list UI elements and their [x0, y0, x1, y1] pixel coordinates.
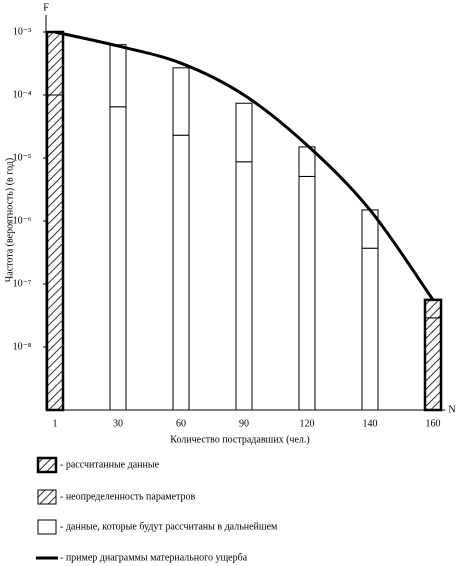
legend: - рассчитанные данные - неопределенность…: [36, 456, 278, 563]
x-tick-label: 160: [426, 418, 441, 429]
bar-upper: [109, 44, 127, 108]
x-tick-label: 120: [300, 418, 315, 429]
legend-symbol: [37, 489, 57, 505]
x-tick-label: 90: [239, 418, 249, 429]
x-tick-label: 1: [53, 418, 58, 429]
legend-label: - рассчитанные данные: [60, 459, 160, 470]
bar-lower: [298, 175, 316, 411]
x-axis-title: Количество пострадавших (чел.): [170, 434, 309, 445]
x-axis-letter: N: [448, 404, 455, 415]
bar-upper: [424, 299, 442, 319]
y-axis-letter: F: [43, 2, 49, 13]
bar-upper: [46, 31, 64, 96]
bar-lower: [109, 106, 127, 411]
bar-lower: [424, 317, 442, 411]
y-tick-label: 10⁻⁷: [13, 278, 32, 289]
y-tick-label: 10⁻⁴: [13, 89, 32, 100]
legend-label: - данные, которые будут рассчитаны в дал…: [60, 521, 278, 532]
bar-lower: [235, 161, 253, 411]
x-tick-label: 60: [176, 418, 186, 429]
bar-upper: [235, 102, 253, 163]
y-tick-label: 10⁻⁸: [13, 341, 32, 352]
legend-symbol: [36, 456, 58, 474]
bar-outline: [45, 30, 65, 412]
legend-symbol: [37, 519, 57, 535]
curve: [54, 30, 435, 301]
legend-label: - неопределенность параметров: [60, 491, 196, 502]
bar-lower: [172, 134, 190, 411]
y-tick-label: 10⁻⁵: [13, 152, 32, 163]
bar-lower: [46, 94, 64, 411]
x-tick-label: 30: [113, 418, 123, 429]
bar-lower: [361, 247, 379, 411]
y-tick-label: 10⁻⁶: [13, 215, 32, 226]
y-axis-title: Частота (вероятность) (в год): [4, 158, 15, 282]
bar-upper: [172, 67, 190, 136]
y-tick-label: 10⁻³: [13, 26, 31, 37]
x-tick-label: 140: [363, 418, 378, 429]
legend-label: - пример диаграммы материального ущерба: [60, 552, 248, 563]
